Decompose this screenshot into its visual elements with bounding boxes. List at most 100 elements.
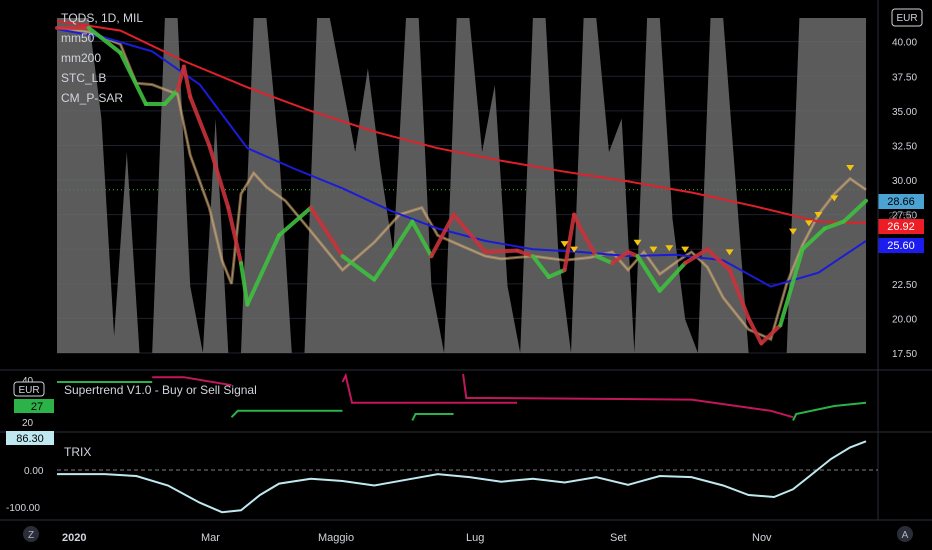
mm200-line <box>56 19 867 224</box>
psar-segment <box>594 254 615 266</box>
psar-segment <box>705 247 732 272</box>
stc-area <box>57 18 866 353</box>
moving-average-layer <box>56 19 867 288</box>
psar-segment <box>226 205 244 266</box>
trix-value-badge: 86.30 <box>16 433 44 445</box>
price-tick-label: 35.00 <box>892 107 917 118</box>
auto-scale-icon[interactable]: A <box>897 526 913 542</box>
price-tags: 28.66 27.50 26.92 25.60 <box>878 194 924 253</box>
price-axis[interactable]: 40.0037.5035.0032.5030.0027.5025.0022.50… <box>892 38 917 360</box>
last-price-tag: 28.66 <box>887 196 915 208</box>
supertrend-currency-label: EUR <box>18 385 39 396</box>
sell-marker <box>846 164 855 171</box>
sell-marker <box>804 220 813 227</box>
psar-segment <box>572 212 583 231</box>
psar-layer <box>55 25 868 346</box>
psar-segment <box>746 316 764 346</box>
psar-segment <box>429 212 456 259</box>
main-price-pane[interactable] <box>55 18 868 354</box>
sell-marker <box>814 212 823 219</box>
supertrend-segment <box>792 401 867 421</box>
currency-button[interactable]: EUR <box>891 8 923 27</box>
psar-segment <box>515 248 535 259</box>
sell-marker <box>681 246 690 253</box>
supertrend-title[interactable]: Supertrend V1.0 - Buy or Sell Signal <box>64 383 257 397</box>
mm50-price-tag: 25.60 <box>887 240 915 252</box>
psar-segment <box>578 226 599 259</box>
supertrend-scale-label: 20 <box>22 418 34 429</box>
svg-text:Z: Z <box>28 530 34 541</box>
time-label: Mar <box>201 532 220 544</box>
psar-segment <box>635 254 662 293</box>
time-label: Set <box>610 532 627 544</box>
trix-title[interactable]: TRIX <box>64 445 91 459</box>
psar-segment <box>727 267 751 321</box>
sell-marker <box>560 241 569 248</box>
hidden-price-tag: 27.50 <box>888 211 913 222</box>
legend-item-mm50[interactable]: mm50 <box>61 31 95 45</box>
last-price-tag-bg <box>878 194 924 209</box>
psar-segment <box>562 212 577 272</box>
mm200-price-tag-bg <box>878 219 924 234</box>
psar-segment <box>162 88 180 106</box>
time-label: Nov <box>752 532 772 544</box>
psar-segment <box>372 254 393 282</box>
zoom-reset-icon[interactable]: Z <box>23 526 39 542</box>
stc-oscillator-layer <box>57 18 866 353</box>
price-tick-label: 30.00 <box>892 176 917 187</box>
supertrend-segment <box>462 373 794 419</box>
psar-segment <box>410 219 434 259</box>
psar-segment <box>530 254 551 279</box>
psar-segment <box>657 261 688 293</box>
supertrend-value-badge: 27 <box>31 401 43 413</box>
psar-segment <box>86 25 123 55</box>
supertrend-value-badge-bg <box>14 399 54 413</box>
price-tick-label: 40.00 <box>892 38 917 49</box>
psar-segment <box>800 226 827 252</box>
psar-segment <box>188 95 212 148</box>
supertrend-segment <box>230 409 343 418</box>
psar-segment <box>245 233 282 307</box>
psar-segment <box>388 219 415 259</box>
legend-item-psar[interactable]: CM_P-SAR <box>61 91 124 105</box>
psar-segment <box>610 249 631 266</box>
time-label: Maggio <box>318 532 354 544</box>
psar-segment <box>778 247 805 328</box>
psar-segment <box>207 143 231 210</box>
sell-marker <box>633 239 642 246</box>
sell-marker <box>830 195 839 202</box>
price-tick-label: 37.50 <box>892 72 917 83</box>
legend-item-mm200[interactable]: mm200 <box>61 51 102 65</box>
price-wicks <box>56 27 867 340</box>
sell-marker <box>649 246 658 253</box>
price-tick-label: 32.50 <box>892 141 917 152</box>
mm50-price-tag-bg <box>878 238 924 253</box>
time-label: 2020 <box>62 532 86 544</box>
psar-segment <box>483 248 520 254</box>
symbol-title[interactable]: TQDS, 1D, MIL <box>61 11 144 25</box>
sell-marker <box>665 245 674 252</box>
trix-scale-label: 0.00 <box>24 466 44 477</box>
time-label: Lug <box>466 532 484 544</box>
legend-item-stc[interactable]: STC_LB <box>61 71 107 85</box>
supertrend-currency-badge[interactable] <box>13 381 45 397</box>
psar-segment <box>118 50 148 106</box>
psar-segment <box>546 267 567 279</box>
psar-segment <box>277 205 313 238</box>
trix-scale-label: -100.00 <box>6 503 40 514</box>
currency-label: EUR <box>896 13 917 24</box>
supertrend-segment <box>152 376 232 387</box>
psar-segment <box>340 254 377 282</box>
supertrend-segment <box>411 413 454 421</box>
supertrend-pane[interactable]: 40 20 EUR 27 Supertrend V1.0 - Buy or Se… <box>13 372 867 429</box>
psar-segment <box>822 219 846 231</box>
supertrend-segment <box>341 372 517 404</box>
trix-line <box>57 440 867 514</box>
mm50-line <box>56 28 867 288</box>
psar-segment <box>308 205 345 259</box>
sell-marker <box>570 246 579 253</box>
trix-pane[interactable]: 86.30 TRIX 0.00 -100.00 <box>6 431 878 514</box>
psar-segment <box>759 323 783 346</box>
time-axis[interactable]: 2020 Mar Maggio Lug Set Nov <box>62 532 772 544</box>
